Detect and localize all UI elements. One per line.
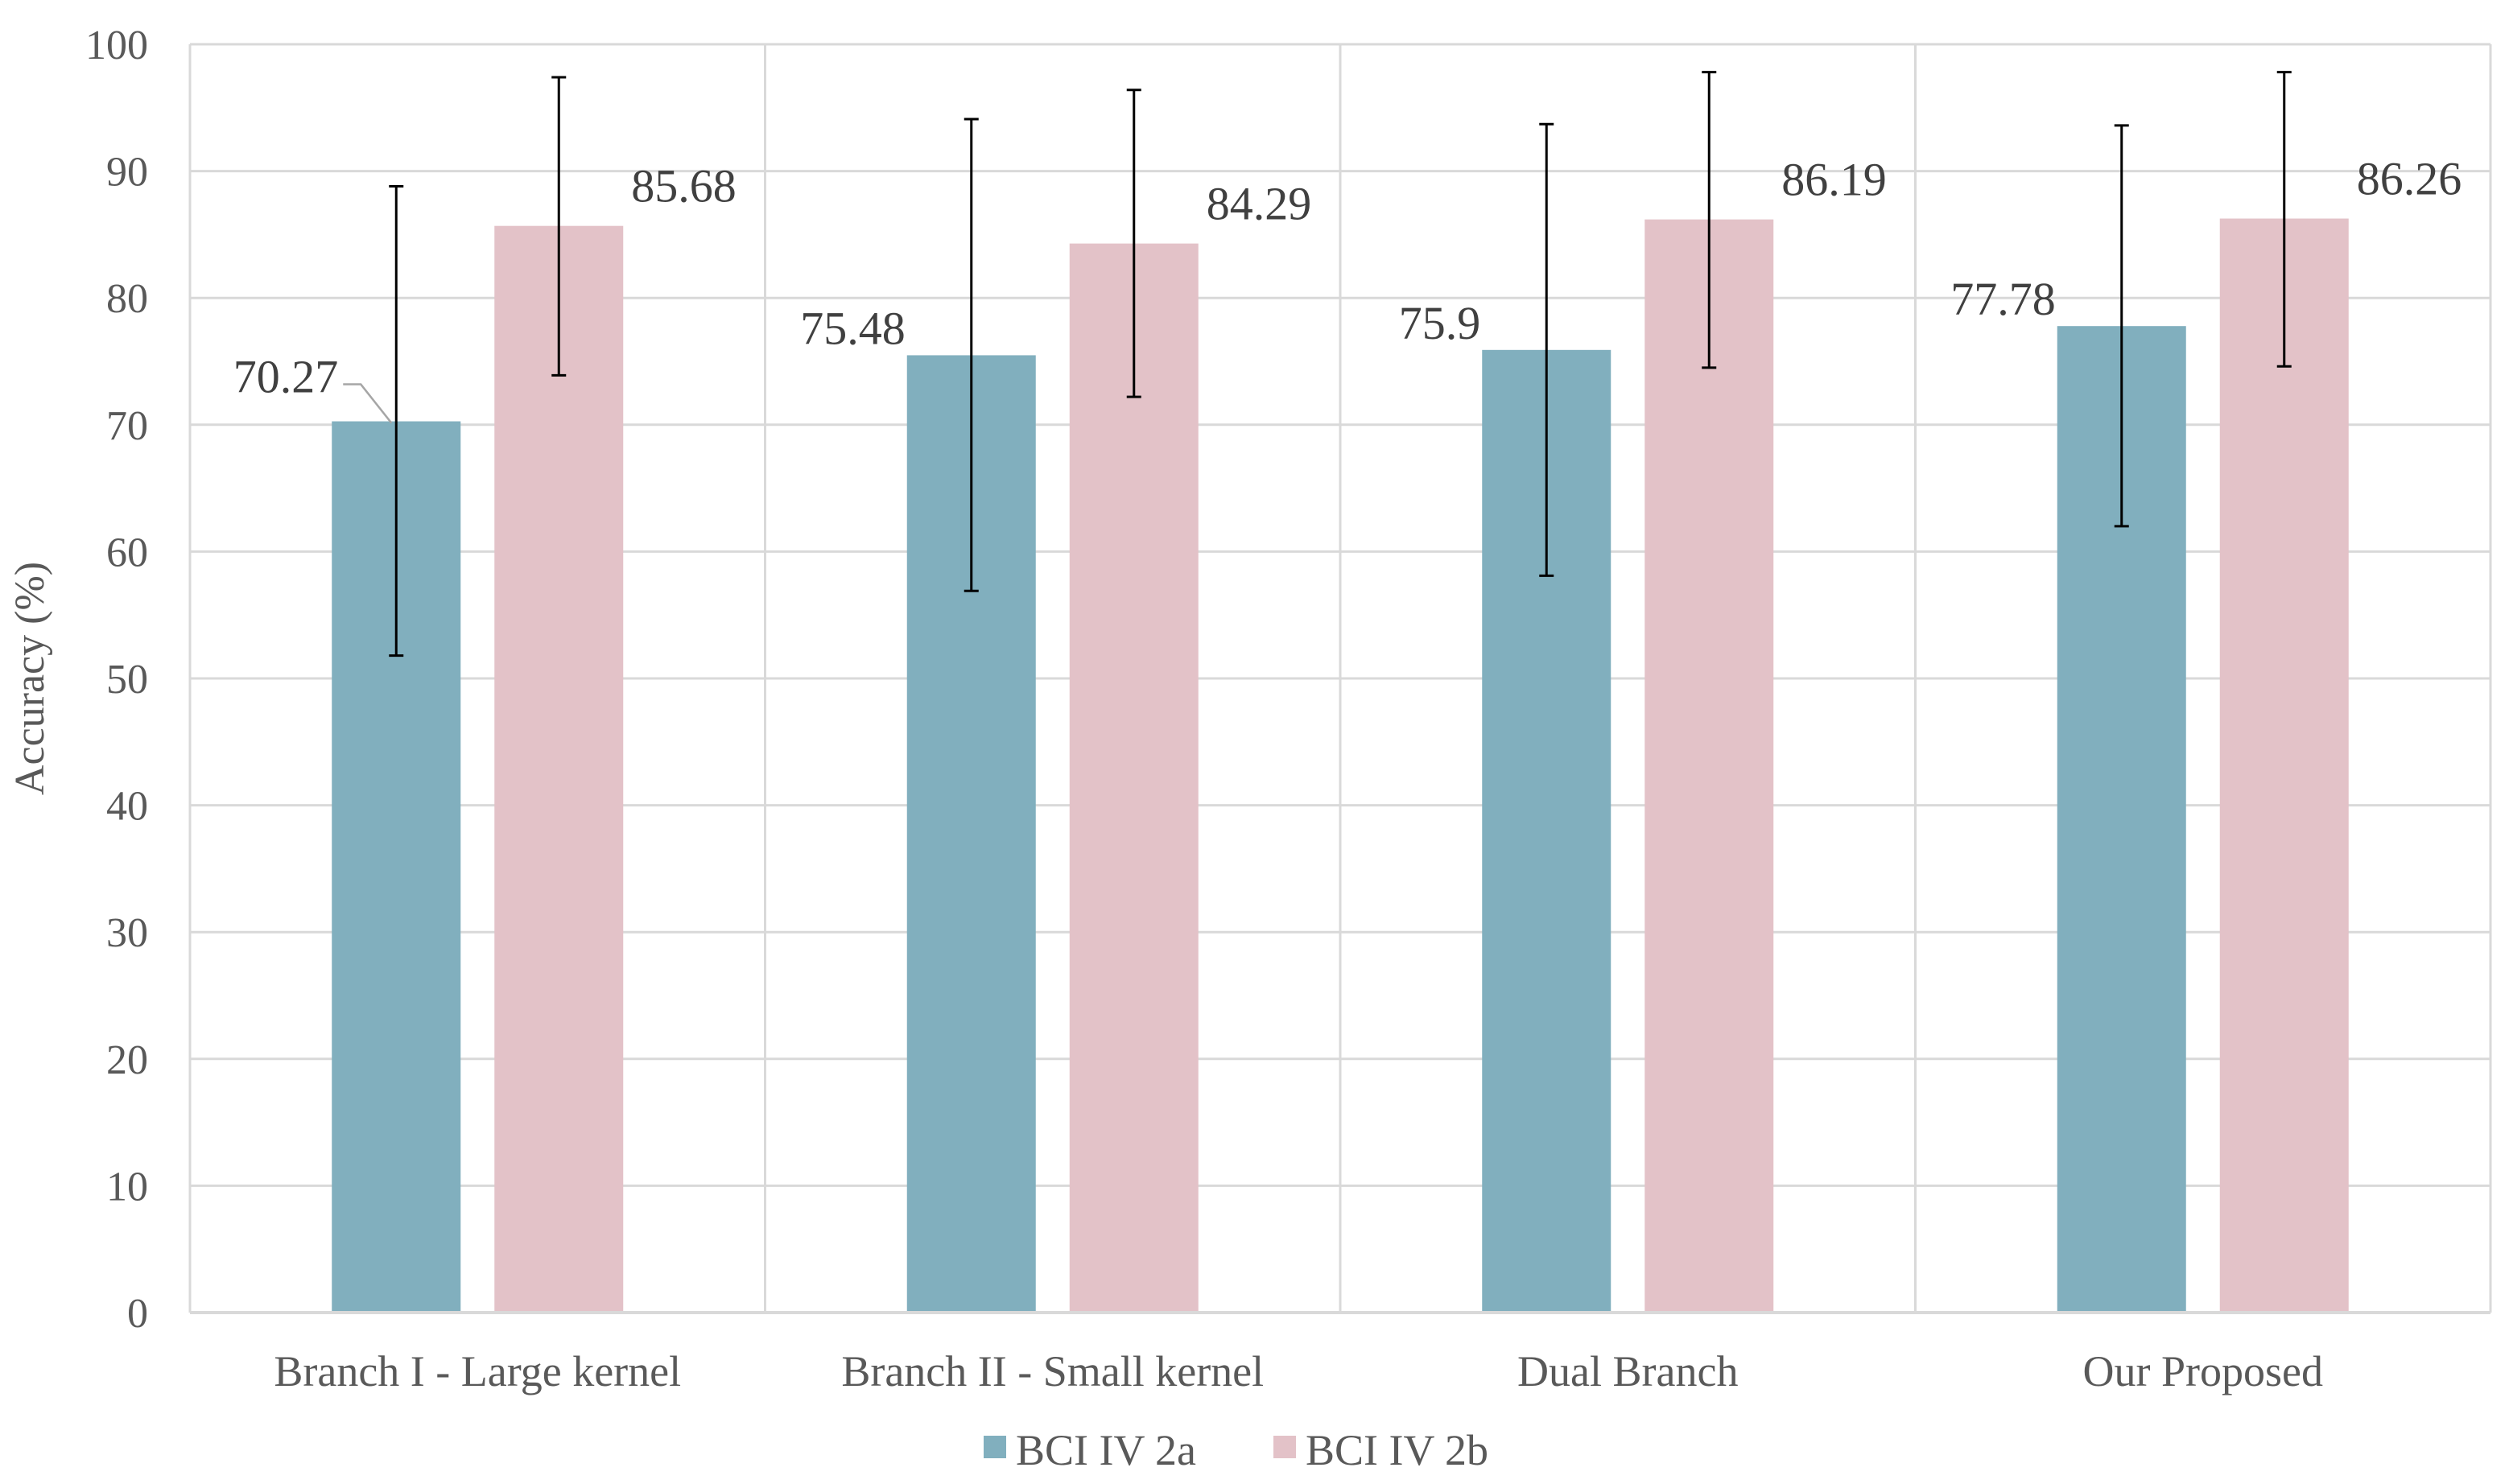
y-tick-label: 80 (106, 276, 148, 322)
data-label: 70.27 (233, 351, 339, 403)
bar-bci-iv-2b (1644, 219, 1774, 1313)
bar-bci-iv-2b (1069, 243, 1199, 1313)
y-tick-label: 50 (106, 657, 148, 703)
data-label: 85.68 (631, 160, 737, 212)
legend-swatch (984, 1436, 1006, 1458)
x-tick-label: Branch I - Large kernel (274, 1347, 681, 1395)
y-tick-label: 90 (106, 150, 148, 196)
bar-layer (332, 218, 2349, 1313)
x-tick-label: Branch II - Small kernel (841, 1347, 1264, 1395)
label-layer: 70.27 75.48 75.9 77.78 85.68 84.29 86.19 86.26 (233, 153, 2462, 424)
data-label: 77.78 (1950, 273, 2056, 325)
data-label-leader-line (343, 383, 393, 424)
data-label: 75.9 (1399, 297, 1481, 349)
bar-bci-iv-2b (2219, 218, 2349, 1313)
bar-bci-iv-2b (494, 225, 624, 1313)
x-tick-label: Our Proposed (2083, 1347, 2323, 1395)
y-tick-label: 60 (106, 530, 148, 575)
data-label: 86.19 (1781, 154, 1887, 206)
data-label: 75.48 (800, 302, 906, 354)
x-tick-label: Dual Branch (1517, 1347, 1738, 1395)
y-tick-label: 100 (85, 23, 148, 68)
axis-layer: 0 10 20 30 40 50 60 70 80 90 100 Branch I - Large k… (85, 23, 2490, 1395)
error-bar-layer (389, 71, 2292, 657)
legend-label: BCI IV 2a (1016, 1426, 1196, 1474)
y-axis-title: Accuracy (%) (7, 562, 53, 795)
legend-label: BCI IV 2b (1306, 1426, 1488, 1474)
y-tick-label: 20 (106, 1037, 148, 1083)
y-tick-label: 40 (106, 784, 148, 830)
y-tick-label: 70 (106, 403, 148, 449)
y-tick-label: 10 (106, 1164, 148, 1210)
legend: BCI IV 2a BCI IV 2b (984, 1426, 1488, 1474)
y-tick-label: 0 (127, 1291, 148, 1337)
data-label: 84.29 (1207, 178, 1312, 230)
legend-swatch (1273, 1436, 1296, 1458)
data-label: 86.26 (2357, 153, 2462, 205)
y-tick-label: 30 (106, 910, 148, 956)
